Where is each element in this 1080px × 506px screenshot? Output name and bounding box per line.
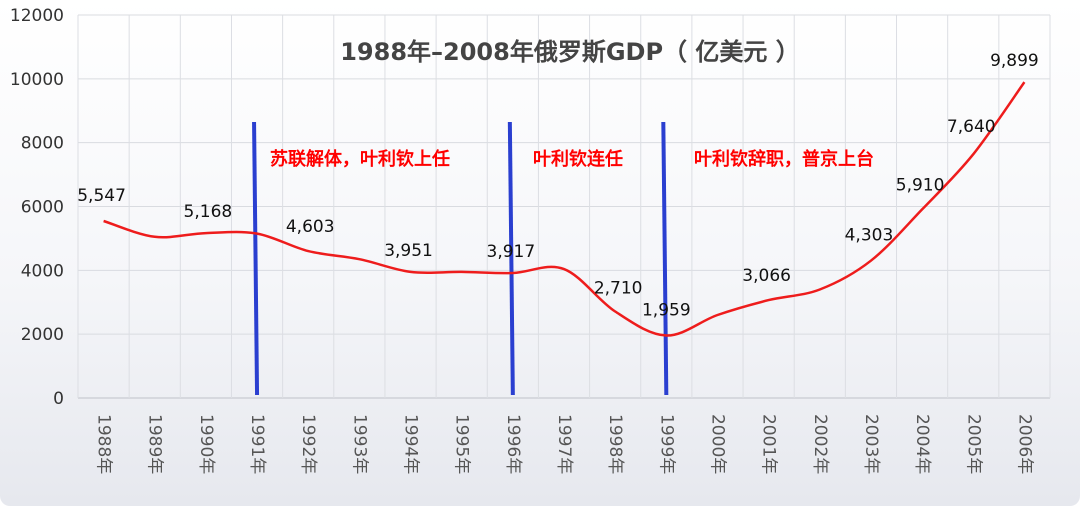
x-tick-label-10: 1998年 [605, 414, 625, 474]
series-layer [103, 81, 1026, 337]
x-tick-label-8: 1996年 [503, 414, 523, 474]
x-tick-label-11: 1999年 [656, 414, 676, 474]
x-tick-label-5: 1993年 [349, 414, 369, 474]
x-tick-label-9: 1997年 [554, 414, 574, 474]
x-tick-label-18: 2006年 [1014, 414, 1034, 474]
data-label-4: 3,917 [487, 242, 536, 262]
y-tick-label-0: 0 [53, 389, 64, 409]
data-label-8: 4,303 [845, 226, 894, 246]
x-tick-label-1: 1989年 [145, 414, 165, 474]
event-line-0 [252, 121, 260, 396]
y-tick-label-1: 2000 [21, 325, 64, 345]
x-tick-label-13: 2001年 [759, 414, 779, 474]
x-tick-label-14: 2002年 [810, 414, 830, 474]
data-label-11: 9,899 [990, 51, 1039, 71]
y-tick-label-4: 8000 [21, 134, 64, 154]
event-lines [252, 121, 669, 396]
x-tick-label-16: 2004年 [912, 414, 932, 474]
x-tick-label-4: 1992年 [298, 414, 318, 474]
x-tick-label-15: 2003年 [861, 414, 881, 474]
x-tick-label-7: 1995年 [452, 414, 472, 474]
annotation-0: 苏联解体，叶利钦上任 [270, 148, 450, 170]
axes: 0 2000 4000 6000 8000 10000 12000 1988年 1989年 199… [10, 6, 1035, 474]
data-label-0: 5,547 [77, 186, 126, 206]
data-label-1: 5,168 [184, 202, 233, 222]
y-tick-label-2: 4000 [21, 261, 64, 281]
data-label-3: 3,951 [384, 241, 433, 261]
y-tick-label-6: 12000 [10, 6, 64, 26]
x-tick-label-12: 2000年 [707, 414, 727, 474]
event-line-2 [661, 121, 669, 396]
annotation-1: 叶利钦连任 [533, 148, 623, 170]
y-tick-label-5: 10000 [10, 70, 64, 90]
data-label-6: 1,959 [642, 300, 691, 320]
x-tick-label-3: 1991年 [247, 414, 267, 474]
x-tick-label-2: 1990年 [196, 414, 216, 474]
data-label-10: 7,640 [947, 117, 996, 137]
grid [77, 14, 1051, 399]
data-label-9: 5,910 [896, 175, 945, 195]
series-line-0 [103, 81, 1026, 337]
x-tick-label-6: 1994年 [401, 414, 421, 474]
x-tick-label-17: 2005年 [963, 414, 983, 474]
x-tick-label-0: 1988年 [94, 414, 114, 474]
chart-title: 1988年–2008年俄罗斯GDP（ 亿美元 ） [340, 38, 800, 66]
annotation-2: 叶利钦辞职，普京上台 [694, 148, 874, 170]
y-tick-label-3: 6000 [21, 198, 64, 218]
data-label-5: 2,710 [594, 279, 643, 299]
data-label-7: 3,066 [742, 266, 791, 286]
annotations: 苏联解体，叶利钦上任 叶利钦连任 叶利钦辞职，普京上台 [270, 148, 874, 170]
data-label-2: 4,603 [286, 217, 335, 237]
event-line-1 [507, 121, 515, 396]
